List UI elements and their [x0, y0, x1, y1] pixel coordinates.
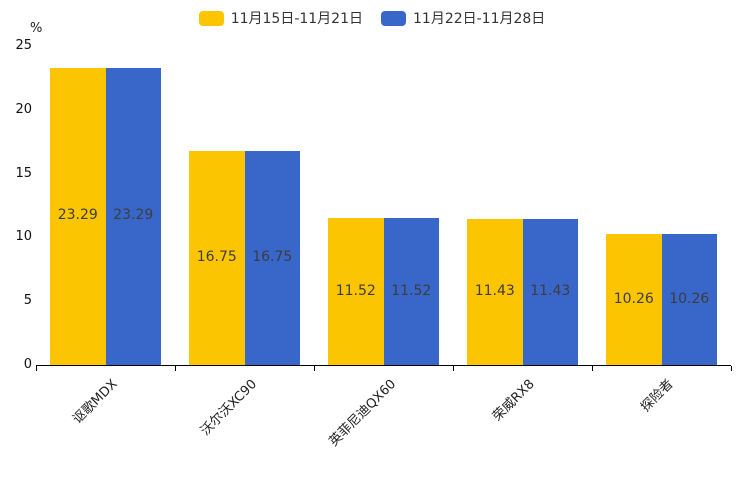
x-category-label: 讴歌MDX — [70, 376, 121, 428]
y-tick-label: 5 — [23, 293, 32, 309]
bar-week2[interactable] — [522, 219, 578, 365]
x-axis-tick — [731, 366, 732, 371]
x-axis-tick — [175, 366, 176, 371]
bar-week1[interactable] — [606, 234, 662, 365]
legend-item-week2[interactable]: 11月22日-11月28日 — [381, 8, 545, 28]
y-tick-label: 20 — [15, 101, 32, 117]
y-tick-label: 25 — [15, 38, 32, 53]
bar-week1[interactable] — [467, 219, 523, 365]
x-category-label: 沃尔沃XC90 — [197, 376, 260, 439]
y-tick-label: 15 — [15, 165, 32, 181]
legend-swatch-yellow — [198, 10, 224, 26]
bar-week2[interactable] — [105, 67, 161, 365]
bar-week1[interactable] — [189, 151, 245, 365]
x-axis-tick — [453, 366, 454, 371]
bar-week2[interactable] — [383, 218, 439, 365]
legend-label-week1: 11月15日-11月21日 — [230, 11, 363, 27]
y-tick-label: 0 — [23, 357, 32, 372]
x-axis-line — [36, 365, 731, 366]
x-category-label: 英菲尼迪QX60 — [326, 376, 399, 450]
y-tick-label: 10 — [15, 229, 32, 245]
bar-week1[interactable] — [328, 218, 384, 365]
legend-item-week1[interactable]: 11月15日-11月21日 — [198, 8, 363, 28]
bar-week2[interactable] — [661, 234, 717, 365]
x-category-label: 探险者 — [638, 376, 677, 416]
x-category-label: 荣威RX8 — [490, 376, 538, 425]
y-axis-unit-label: % — [30, 21, 43, 36]
legend-swatch-blue — [381, 10, 406, 26]
x-axis-tick — [592, 366, 593, 371]
legend: 11月15日-11月21日 11月22日-11月28日 — [0, 8, 744, 28]
legend-label-week2: 11月22日-11月28日 — [413, 11, 546, 27]
bar-week2[interactable] — [244, 151, 300, 365]
x-axis-tick — [314, 366, 315, 371]
x-axis-tick — [36, 366, 37, 371]
bar-week1[interactable] — [50, 67, 106, 365]
